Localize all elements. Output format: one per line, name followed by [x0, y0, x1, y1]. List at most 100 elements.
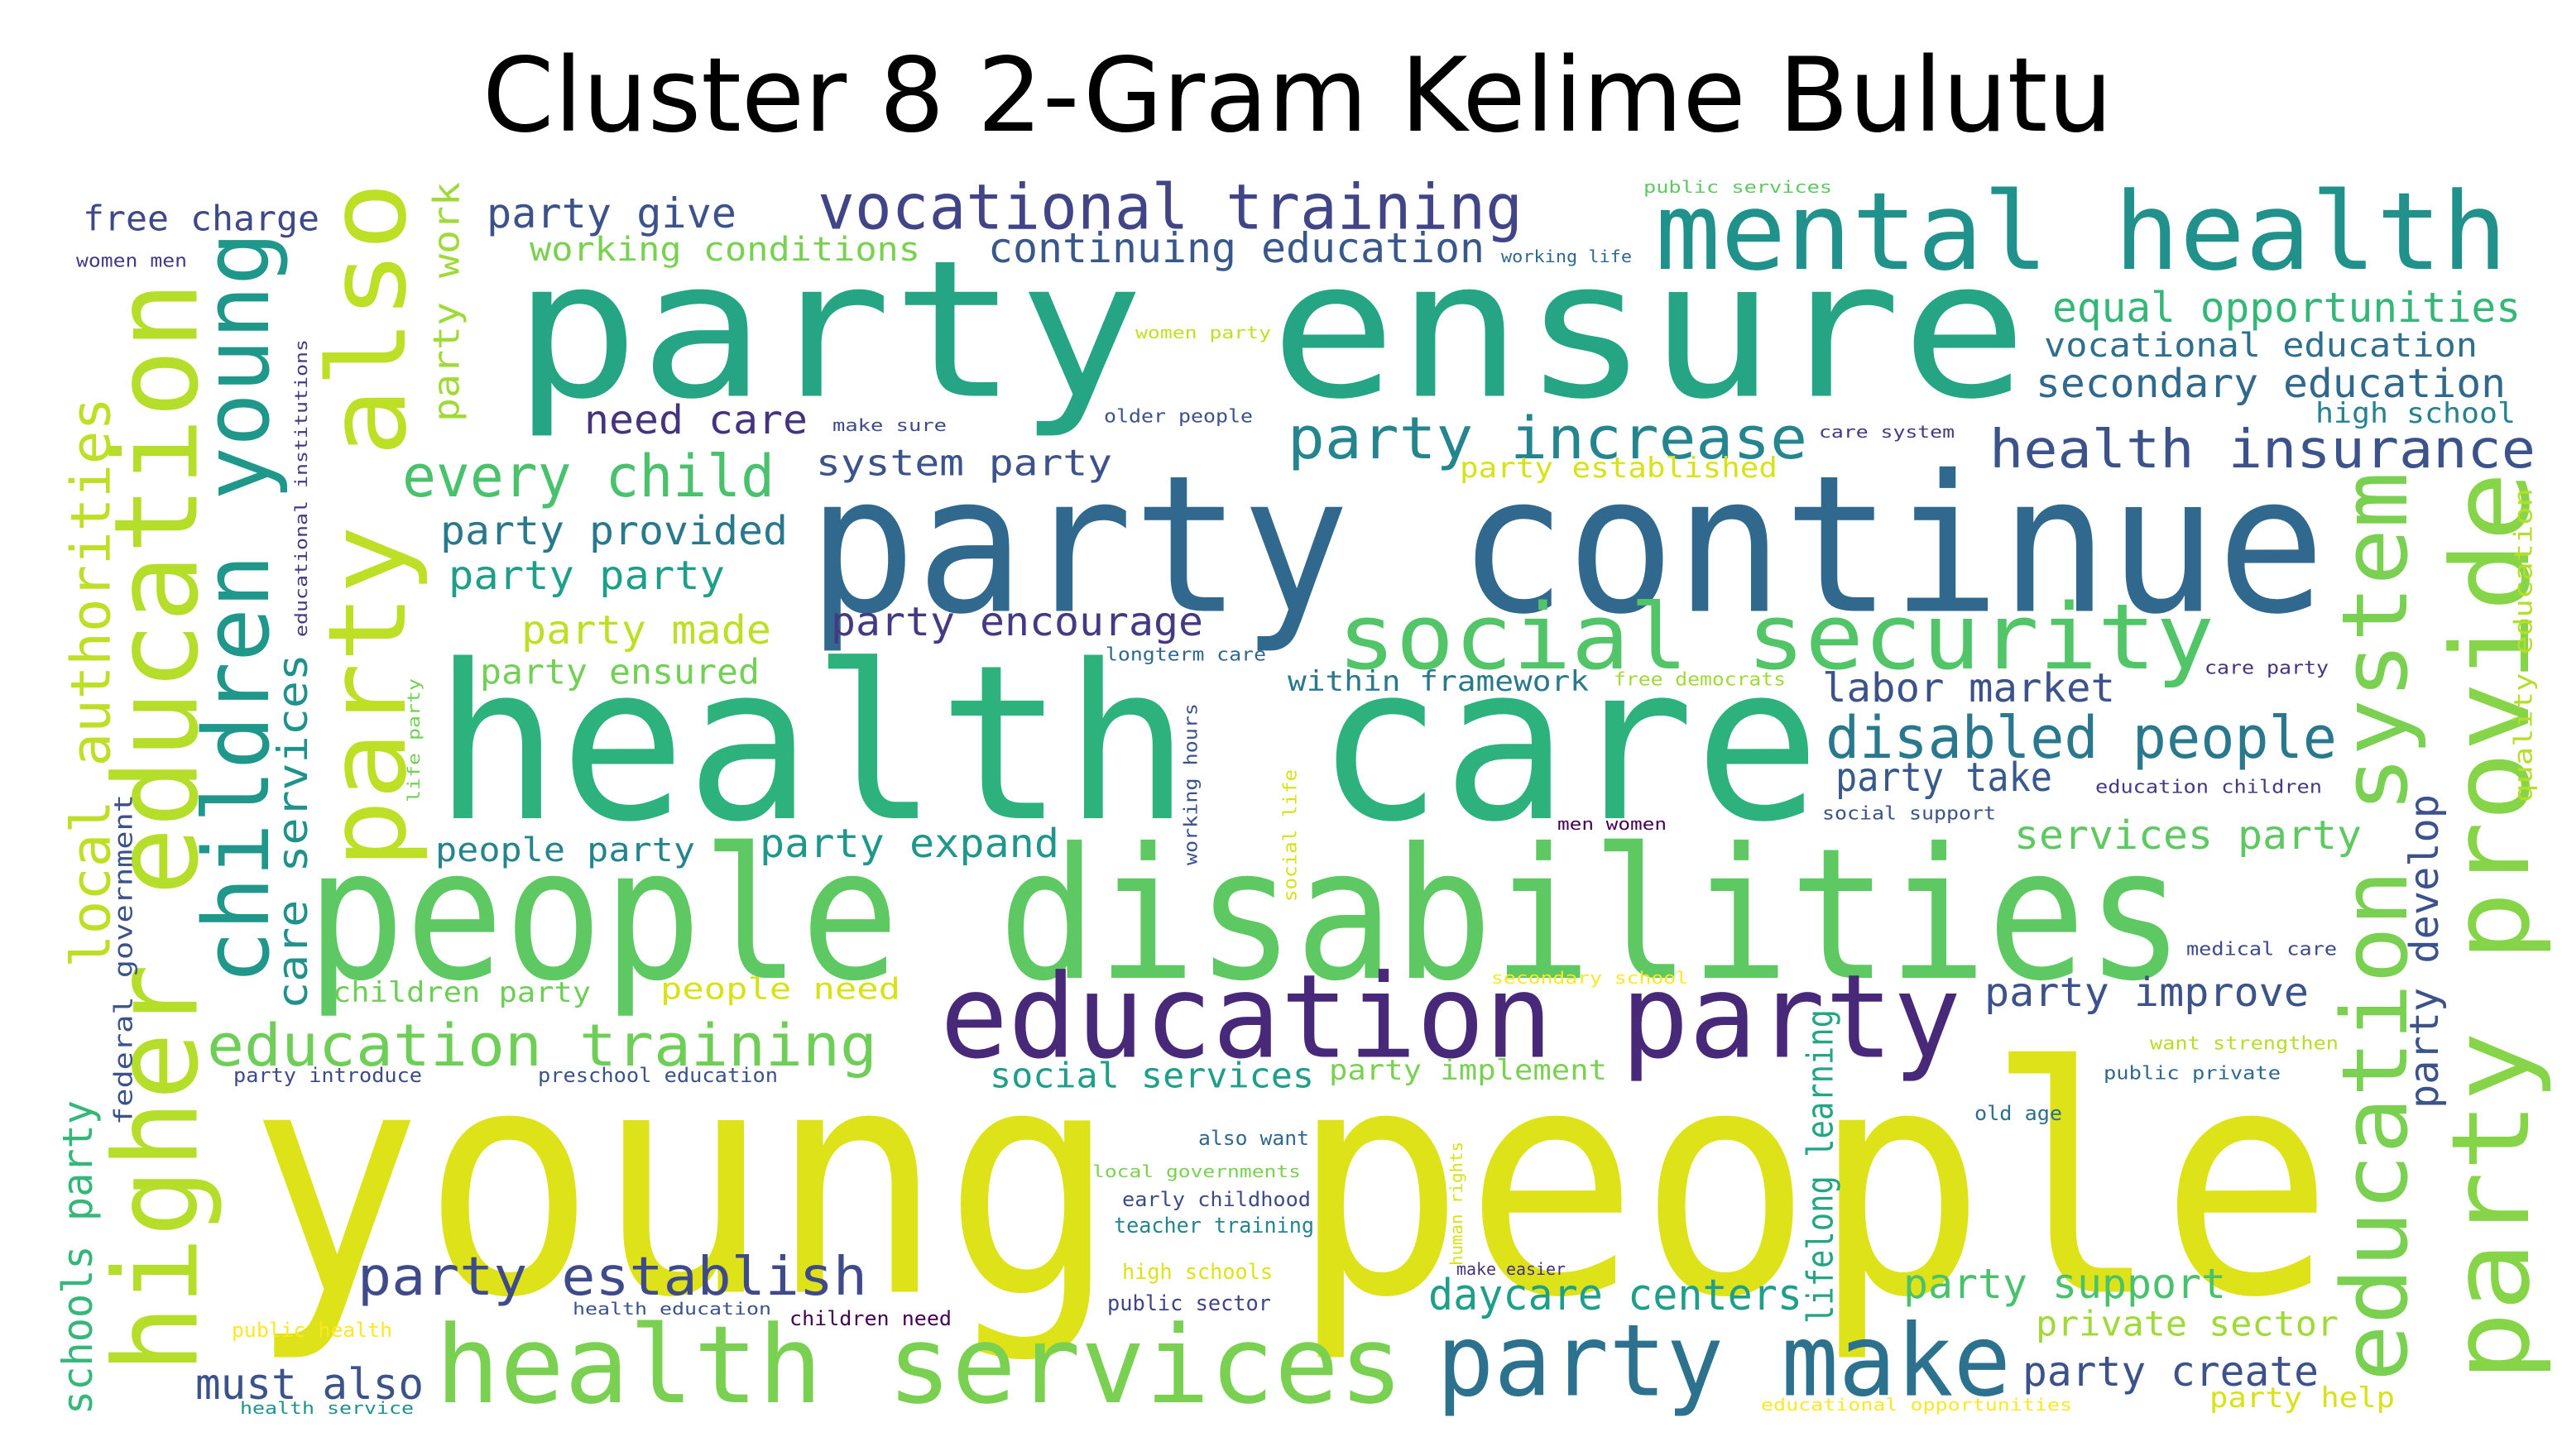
- word: party provide: [2428, 472, 2554, 1382]
- word: free charge: [83, 199, 319, 239]
- word: high schools: [1122, 1260, 1273, 1285]
- word: party implement: [1329, 1054, 1607, 1087]
- word: public private: [2104, 1064, 2281, 1085]
- word: party develop: [2401, 794, 2448, 1109]
- word: equal opportunities: [2052, 284, 2521, 332]
- word: social security: [1337, 584, 2214, 690]
- word: party ensure: [513, 221, 2027, 442]
- word: party support: [1903, 1260, 2226, 1308]
- word: party made: [521, 607, 771, 654]
- word: free democrats: [1614, 670, 1786, 691]
- word: daycare centers: [1428, 1271, 1802, 1320]
- word: people disabilities: [306, 809, 2185, 1021]
- word: party improve: [1984, 970, 2309, 1016]
- word: working hours: [1182, 703, 1202, 865]
- word: education party: [940, 951, 1961, 1085]
- word: public health: [232, 1319, 392, 1342]
- word: social support: [1822, 804, 1996, 825]
- word: medical care: [2186, 940, 2337, 960]
- word: party introduce: [233, 1064, 422, 1087]
- word: party create: [2022, 1348, 2319, 1396]
- word: old age: [1974, 1102, 2062, 1125]
- word: also want: [1198, 1127, 1309, 1150]
- word: women men: [76, 251, 187, 272]
- word: disabled people: [1826, 704, 2337, 772]
- word: people party: [435, 831, 695, 869]
- word: party give: [487, 189, 736, 237]
- word: party work: [426, 182, 468, 422]
- word: federal government: [110, 794, 139, 1125]
- word: party ensured: [480, 652, 760, 692]
- word: young people: [248, 1000, 2334, 1367]
- word: health care: [434, 620, 1821, 869]
- word: care services: [269, 654, 317, 1009]
- word: educational institutions: [291, 339, 311, 637]
- word: party also: [305, 182, 430, 869]
- word: party help: [2209, 1382, 2395, 1415]
- word: party establish: [357, 1247, 867, 1308]
- word: local authorities: [60, 397, 123, 968]
- word: services party: [2014, 812, 2362, 859]
- word: health insurance: [1989, 419, 2536, 481]
- word: older people: [1104, 407, 1253, 428]
- word: public services: [1643, 177, 1832, 197]
- word: want strengthen: [2150, 1034, 2339, 1055]
- word: party encourage: [831, 599, 1203, 645]
- word: teacher training: [1114, 1214, 1314, 1238]
- word: health education: [573, 1299, 771, 1319]
- word: education training: [207, 1012, 877, 1080]
- word: public sector: [1107, 1291, 1271, 1316]
- word: party continue: [808, 436, 2325, 657]
- word: early childhood: [1122, 1188, 1311, 1211]
- word: educational opportunities: [1761, 1395, 2072, 1415]
- word: longterm care: [1106, 645, 1266, 666]
- word: party established: [1460, 452, 1778, 485]
- word: life party: [404, 678, 424, 802]
- word: secondary education: [2036, 361, 2506, 407]
- word: make easier: [1456, 1259, 1566, 1279]
- word: quality education: [2510, 488, 2539, 802]
- word: party party: [449, 553, 725, 599]
- word: children young: [184, 232, 290, 984]
- word: social services: [990, 1056, 1314, 1096]
- word: private sector: [2036, 1304, 2339, 1344]
- word: mental health: [1655, 169, 2507, 295]
- word: party take: [1835, 754, 2052, 801]
- word: party increase: [1288, 405, 1807, 472]
- word: working conditions: [530, 231, 920, 269]
- word: every child: [402, 443, 775, 510]
- word: party provided: [440, 508, 788, 554]
- word: vocational education: [2044, 327, 2478, 365]
- word: preschool education: [538, 1064, 778, 1087]
- word: people need: [660, 973, 900, 1007]
- word: men women: [1557, 814, 1667, 834]
- word: continuing education: [988, 224, 1485, 272]
- word: system party: [816, 443, 1112, 485]
- word: health services: [435, 1302, 1403, 1428]
- word: care party: [2205, 659, 2329, 679]
- word: party expand: [760, 821, 1059, 867]
- word: human rights: [1447, 1142, 1466, 1266]
- word: social life: [1281, 769, 1302, 902]
- word: women party: [1135, 323, 1271, 342]
- word: local governments: [1092, 1161, 1301, 1181]
- word: higher education: [90, 281, 225, 1373]
- word: party make: [1437, 1305, 2011, 1420]
- word: secondary school: [1491, 968, 1688, 988]
- word: make sure: [832, 415, 947, 435]
- chart-title: Cluster 8 2-Gram Kelime Bulutu: [482, 36, 2113, 156]
- word: labor market: [1822, 665, 2115, 711]
- word: within framework: [1288, 665, 1589, 698]
- word: working life: [1501, 247, 1632, 266]
- word: need care: [584, 397, 808, 443]
- word: children party: [333, 976, 591, 1009]
- word: must also: [195, 1360, 424, 1410]
- word: high school: [2315, 397, 2516, 430]
- word: children need: [789, 1307, 952, 1330]
- word: care system: [1819, 422, 1955, 442]
- word: health service: [240, 1398, 414, 1418]
- word: vocational training: [818, 170, 1523, 244]
